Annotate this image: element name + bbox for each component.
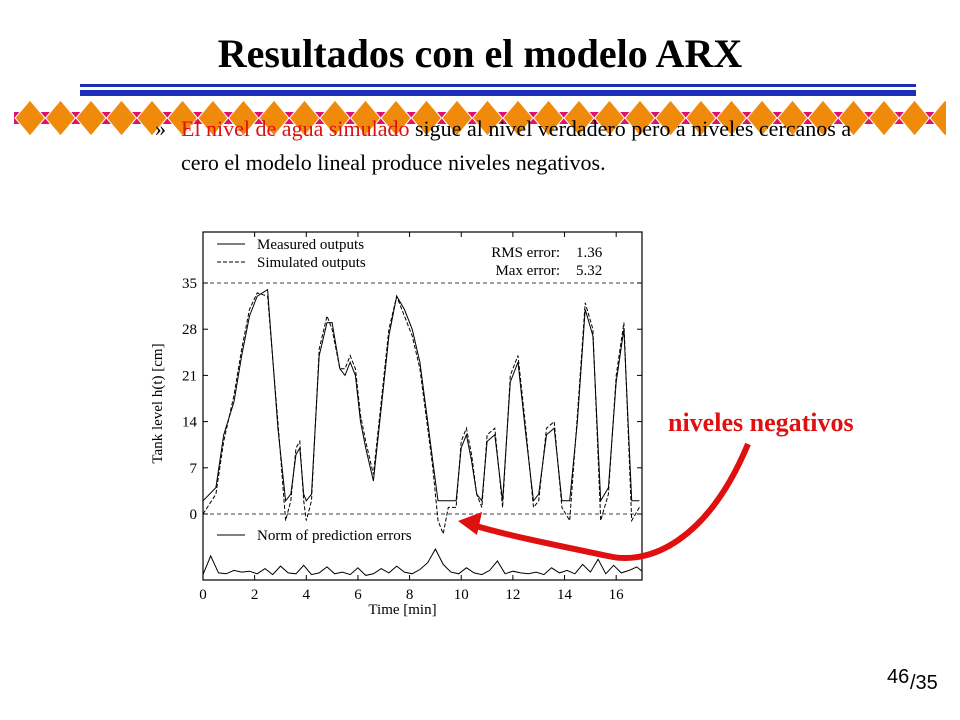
- diamond-ornament: [654, 99, 687, 137]
- diamond-ornament: [410, 99, 443, 137]
- diamond-ornament: [105, 99, 138, 137]
- stat-label: Max error:: [495, 263, 560, 279]
- stat-label: RMS error:: [491, 245, 560, 261]
- diamond-ornament: [868, 99, 900, 137]
- y-tick-label: 7: [190, 461, 198, 477]
- y-tick-label: 14: [182, 415, 198, 431]
- y-tick-label: 35: [182, 276, 197, 292]
- stat-value: 1.36: [576, 245, 603, 261]
- bullet-body-text: sigue al nivel verdadero pero a niveles …: [181, 116, 852, 175]
- y-tick-label: 0: [190, 507, 198, 523]
- diamond-ornament: [776, 99, 809, 137]
- diamond-ornament: [227, 99, 260, 137]
- diamond-ornament: [288, 99, 321, 137]
- diamond-ornament: [624, 99, 656, 137]
- plot-frame: [202, 231, 643, 581]
- diamond-ornament: [807, 99, 839, 137]
- diamond-ornament: [929, 99, 946, 137]
- page-number: 46: [887, 666, 910, 688]
- stat-value: 5.32: [576, 263, 602, 279]
- x-tick-label: 10: [454, 587, 469, 603]
- x-tick-label: 12: [505, 587, 520, 603]
- diamond-border: [14, 99, 946, 137]
- diamond-ornament: [593, 99, 626, 137]
- diamond-ornament: [502, 99, 534, 137]
- diamond-ornament: [349, 99, 382, 137]
- diamond-ornament: [44, 99, 77, 137]
- diamond-ornament: [532, 99, 565, 137]
- series-line: [202, 292, 640, 536]
- annotation-label: niveles negativos: [668, 408, 854, 437]
- title-underline-thick: [80, 90, 916, 96]
- x-tick-label: 14: [557, 587, 573, 603]
- y-tick-label: 28: [182, 322, 197, 338]
- x-tick-label: 6: [354, 587, 362, 603]
- diamond-ornament: [471, 99, 504, 137]
- diamond-ornament: [685, 99, 717, 137]
- title-underline: [80, 84, 916, 87]
- page-total: /35: [910, 672, 938, 694]
- legend-label: Norm of prediction errors: [257, 528, 412, 544]
- x-tick-label: 8: [406, 587, 414, 603]
- diamond-ornament: [441, 99, 473, 137]
- diamond-ornament: [746, 99, 778, 137]
- diamond-ornament: [319, 99, 351, 137]
- bullet-point: » El nivel de agua simulado sigue al niv…: [155, 112, 855, 180]
- bullet-text: El nivel de agua simulado sigue al nivel…: [181, 112, 855, 180]
- tank-level-chart: 0 7 14 21 28 35 0 2 4 6 8 10 12 14 16 Time [min] Tank le…: [150, 231, 643, 618]
- x-tick-label: 0: [199, 587, 207, 603]
- diamond-ornament: [837, 99, 870, 137]
- x-tick-label: 2: [251, 587, 259, 603]
- legend-label: Simulated outputs: [257, 255, 366, 271]
- diamond-ornament: [563, 99, 595, 137]
- slide-title: Resultados con el modelo ARX: [217, 31, 743, 76]
- diamond-ornament: [75, 99, 107, 137]
- series-line: [202, 548, 643, 576]
- diamond-ornament: [197, 99, 229, 137]
- bullet-highlight-text: El nivel de agua simulado: [181, 116, 410, 141]
- diamond-ornament: [14, 99, 46, 137]
- bullet-marker: »: [155, 116, 166, 141]
- legend-label: Measured outputs: [257, 237, 364, 253]
- diamond-ornament: [898, 99, 931, 137]
- y-tick-label: 21: [182, 368, 197, 384]
- diamond-ornament: [715, 99, 748, 137]
- x-axis-label: Time [min]: [368, 602, 436, 618]
- y-axis-label: Tank level h(t) [cm]: [150, 343, 166, 463]
- diamond-ornament: [258, 99, 290, 137]
- x-tick-label: 4: [303, 587, 311, 603]
- x-tick-label: 16: [609, 587, 625, 603]
- diamond-ornament: [136, 99, 168, 137]
- diamond-ornament: [380, 99, 412, 137]
- diamond-ornament: [166, 99, 199, 137]
